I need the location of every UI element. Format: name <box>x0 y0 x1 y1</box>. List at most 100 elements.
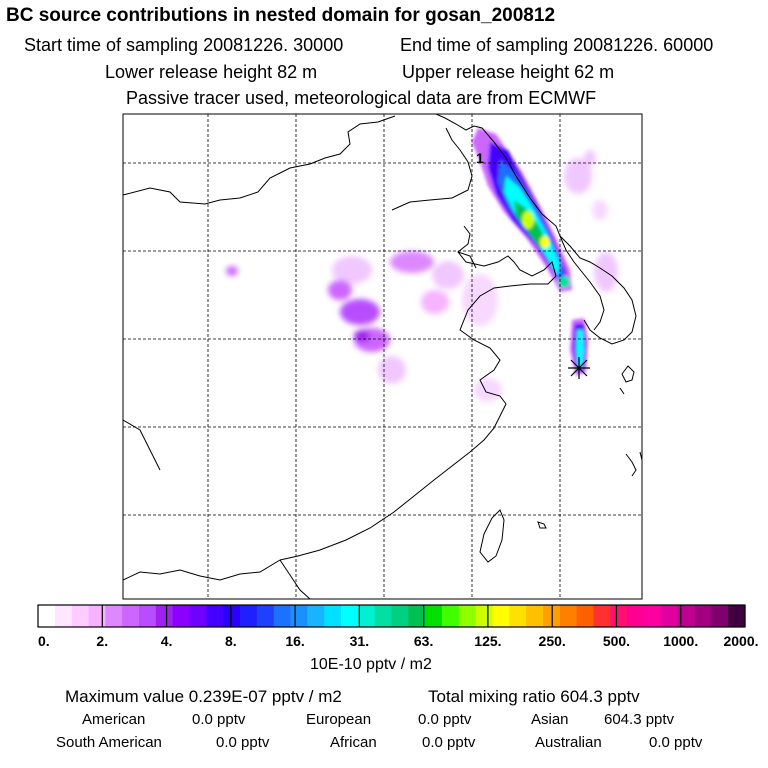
colorbar-cell <box>223 605 241 627</box>
colorbar-cell <box>240 605 258 627</box>
colorbar-cell <box>442 605 460 627</box>
contour-label: 1 <box>476 150 484 166</box>
colorbar-cell <box>458 605 477 627</box>
coast-bohai <box>457 251 477 269</box>
chart-title: BC source contributions in nested domain… <box>6 5 556 26</box>
colorbar-cell <box>408 605 426 627</box>
south-american-label: South American <box>56 734 162 751</box>
colorbar-cell <box>307 605 325 627</box>
australian-label: Australian <box>535 734 602 751</box>
colorbar-frame <box>37 604 746 628</box>
plume-patch <box>462 274 498 326</box>
receptor-marker <box>568 357 590 379</box>
plume-band <box>472 128 588 376</box>
colorbar-tick-label: 500. <box>603 633 630 649</box>
colorbar-tick-label: 2000. <box>723 633 758 649</box>
plume-patch <box>332 256 372 284</box>
plume-patch <box>328 280 352 300</box>
coast-south <box>123 559 281 581</box>
max-value: Maximum value 0.239E-07 pptv / m2 <box>65 687 342 706</box>
colorbar-cell <box>627 605 645 627</box>
colorbar-cell <box>425 605 443 627</box>
south-american-value: 0.0 pptv <box>216 734 270 751</box>
colorbar-cell <box>475 605 494 627</box>
plume-patch <box>584 150 596 166</box>
plume-core <box>522 211 534 229</box>
colorbar-ticks: 0. 2. 4. 8. 16. 31. 63. 125. 250. 500. 1000. 2000. <box>38 605 759 649</box>
colorbar-cell <box>71 605 90 627</box>
colorbar-cell <box>526 605 544 627</box>
tracer-note: Passive tracer used, meteorological data… <box>126 88 597 108</box>
colorbar-cell <box>324 605 342 627</box>
colorbar-tick-label: 31. <box>350 633 369 649</box>
start-time: Start time of sampling 20081226. 30000 <box>24 35 344 55</box>
coast-taiwan <box>479 509 505 563</box>
european-value: 0.0 pptv <box>418 711 472 728</box>
colorbar-cell <box>576 605 595 627</box>
plume-core <box>540 236 550 248</box>
american-value: 0.0 pptv <box>192 711 246 728</box>
australian-value: 0.0 pptv <box>649 734 703 751</box>
colorbar <box>38 605 746 627</box>
colorbar-cell <box>509 605 527 627</box>
african-value: 0.0 pptv <box>422 734 476 751</box>
colorbar-cell <box>189 605 207 627</box>
colorbar-cell <box>273 605 292 627</box>
border-north <box>123 115 396 205</box>
colorbar-cell <box>38 605 56 627</box>
coast-china <box>279 225 557 561</box>
colorbar-cell <box>677 605 696 627</box>
colorbar-cell <box>694 605 712 627</box>
border-northeast <box>435 114 561 237</box>
lower-release-height: Lower release height 82 m <box>105 62 318 82</box>
colorbar-cell <box>711 605 729 627</box>
colorbar-cell <box>88 605 106 627</box>
colorbar-units: 10E-10 pptv / m2 <box>310 656 432 673</box>
colorbar-cell <box>290 605 308 627</box>
colorbar-cell <box>172 605 191 627</box>
american-label: American <box>82 711 146 728</box>
colorbar-cell <box>391 605 409 627</box>
plume-patch <box>340 299 380 325</box>
colorbar-tick-label: 250. <box>539 633 566 649</box>
african-label: African <box>330 734 377 751</box>
plume-patch <box>378 356 406 384</box>
coastlines <box>123 114 642 599</box>
colorbar-cell <box>256 605 275 627</box>
colorbar-tick-label: 2. <box>96 633 108 649</box>
colorbar-cell <box>105 605 123 627</box>
plume-patch <box>421 290 449 314</box>
colorbar-cell <box>341 605 359 627</box>
colorbar-cell <box>660 605 679 627</box>
plume-patch <box>564 158 592 194</box>
colorbar-cell <box>374 605 393 627</box>
coast-japan <box>619 365 642 477</box>
end-time: End time of sampling 20081226. 60000 <box>400 35 714 55</box>
plume-patch <box>354 330 370 342</box>
colorbar-tick-label: 4. <box>161 633 173 649</box>
plume-patch <box>432 261 464 289</box>
island <box>537 521 547 529</box>
plume-patch <box>390 251 434 273</box>
colorbar-cell <box>357 605 376 627</box>
european-label: European <box>306 711 372 728</box>
map-frame <box>122 113 643 600</box>
border-inner <box>391 127 473 211</box>
plume-patch <box>592 200 608 220</box>
colorbar-cell <box>593 605 611 627</box>
colorbar-tick-label: 8. <box>225 633 237 649</box>
plume-jeju-cyan <box>576 330 584 368</box>
colorbar-cell <box>559 605 578 627</box>
colorbar-tick-label: 63. <box>414 633 433 649</box>
plume-patch <box>558 276 570 288</box>
coast-korea <box>559 235 637 345</box>
upper-release-height: Upper release height 62 m <box>402 62 615 82</box>
colorbar-tick-label: 0. <box>38 633 50 649</box>
asian-value: 604.3 pptv <box>604 711 675 728</box>
total-mixing-ratio: Total mixing ratio 604.3 pptv <box>428 687 640 706</box>
colorbar-cell <box>54 605 73 627</box>
colorbar-cell <box>139 605 157 627</box>
colorbar-cell <box>644 605 662 627</box>
colorbar-cell <box>492 605 510 627</box>
